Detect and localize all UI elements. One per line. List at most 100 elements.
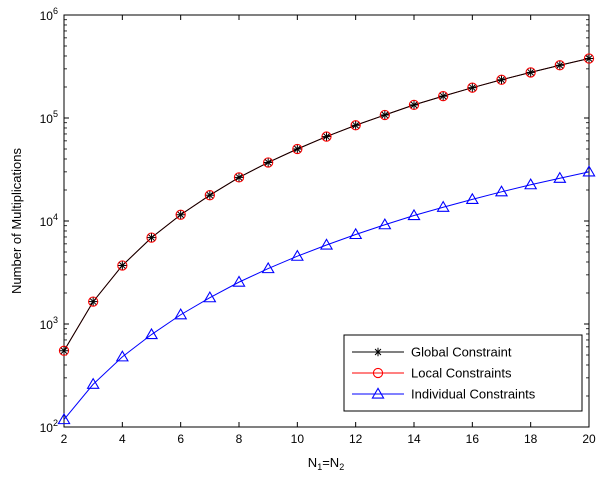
legend-entry: Global Constraint [352, 345, 512, 360]
x-tick-label: 4 [119, 432, 126, 446]
x-tick-label: 16 [466, 432, 480, 446]
y-tick-exponent: 2 [53, 418, 58, 428]
data-point [497, 75, 506, 84]
data-point [322, 132, 331, 141]
legend-label: Local Constraints [411, 366, 512, 381]
data-point [263, 158, 273, 167]
data-point [524, 178, 538, 190]
asterisk-stroke [556, 61, 564, 69]
series-markers [59, 54, 594, 355]
asterisk-stroke [410, 101, 418, 109]
data-point [321, 131, 332, 142]
asterisk-stroke [469, 84, 476, 91]
data-point [380, 110, 390, 120]
data-point [378, 218, 392, 230]
x-tick-label: 12 [349, 432, 363, 446]
y-tick-label: 106 [40, 6, 58, 23]
asterisk-stroke [527, 69, 534, 76]
y-axis-label: Number of Multiplications [9, 148, 24, 294]
legend-entry: Individual Constraints [352, 387, 536, 402]
asterisk-stroke [235, 174, 243, 181]
data-point [526, 68, 535, 77]
data-point [290, 249, 304, 261]
asterisk-stroke [60, 347, 68, 355]
y-tick-base: 10 [40, 318, 54, 332]
data-point [205, 191, 215, 200]
data-point [494, 185, 509, 197]
series-markers [57, 165, 596, 425]
asterisk-stroke [177, 211, 184, 219]
x-tick-label: 6 [177, 432, 184, 446]
data-point [584, 54, 594, 63]
data-point [88, 297, 98, 306]
data-point [583, 53, 595, 64]
asterisk-stroke [352, 121, 359, 129]
y-tick-exponent: 6 [53, 6, 58, 16]
data-point [436, 200, 450, 212]
asterisk-stroke [89, 298, 97, 305]
data-point [351, 121, 360, 130]
data-point [467, 82, 478, 93]
data-point [555, 61, 565, 70]
asterisk-stroke [439, 92, 447, 100]
data-point [58, 345, 70, 356]
data-point [438, 90, 449, 102]
data-point [349, 227, 363, 240]
x-tick-label: 8 [236, 432, 243, 446]
data-point [233, 172, 245, 183]
data-point [468, 83, 477, 92]
asterisk-stroke [374, 348, 382, 356]
x-axis-label-sub2: 2 [339, 462, 344, 472]
series-markers [58, 53, 595, 356]
data-point [379, 109, 390, 121]
data-point [57, 412, 71, 425]
data-point [118, 261, 127, 270]
data-point [293, 144, 302, 154]
legend-items: Global Constraint Local Constraints Indivi… [352, 345, 536, 402]
y-tick-label: 103 [40, 315, 58, 332]
y-tick-label: 102 [40, 418, 58, 435]
asterisk-stroke [323, 133, 330, 140]
asterisk-stroke [294, 145, 301, 153]
data-point [409, 100, 419, 110]
asterisk-stroke [381, 111, 389, 119]
legend-marker [371, 387, 385, 399]
data-point [553, 171, 567, 183]
y-tick-base: 10 [40, 215, 54, 229]
legend-label: Global Constraint [411, 345, 512, 360]
x-tick-label: 20 [582, 432, 596, 446]
series-layer [57, 53, 596, 425]
y-tick-label: 104 [40, 212, 58, 229]
data-point [263, 157, 274, 168]
asterisk-stroke [498, 76, 505, 84]
data-point [438, 91, 448, 101]
x-axis-label-main: N [308, 455, 317, 470]
legend-marker [373, 347, 383, 357]
y-tick-exponent: 4 [53, 212, 58, 222]
asterisk-stroke [206, 191, 214, 199]
data-point [496, 74, 507, 85]
data-point [59, 346, 69, 355]
x-tick-label: 18 [524, 432, 538, 446]
data-point [117, 260, 128, 271]
data-point [86, 377, 100, 389]
data-point [144, 327, 159, 340]
data-point [115, 350, 129, 362]
data-point [175, 209, 186, 220]
data-point [174, 308, 188, 320]
y-tick-exponent: 3 [53, 315, 58, 325]
asterisk-stroke [148, 234, 155, 241]
legend-label: Individual Constraints [411, 387, 536, 402]
data-point [408, 99, 420, 111]
data-point [261, 261, 275, 274]
legend-marker [372, 367, 384, 379]
data-point [465, 192, 479, 205]
data-point [147, 233, 156, 242]
y-tick-base: 10 [40, 9, 54, 23]
data-point [582, 165, 596, 177]
x-axis-label-mid: =N [322, 455, 339, 470]
data-point [554, 60, 565, 71]
data-point [234, 173, 244, 182]
